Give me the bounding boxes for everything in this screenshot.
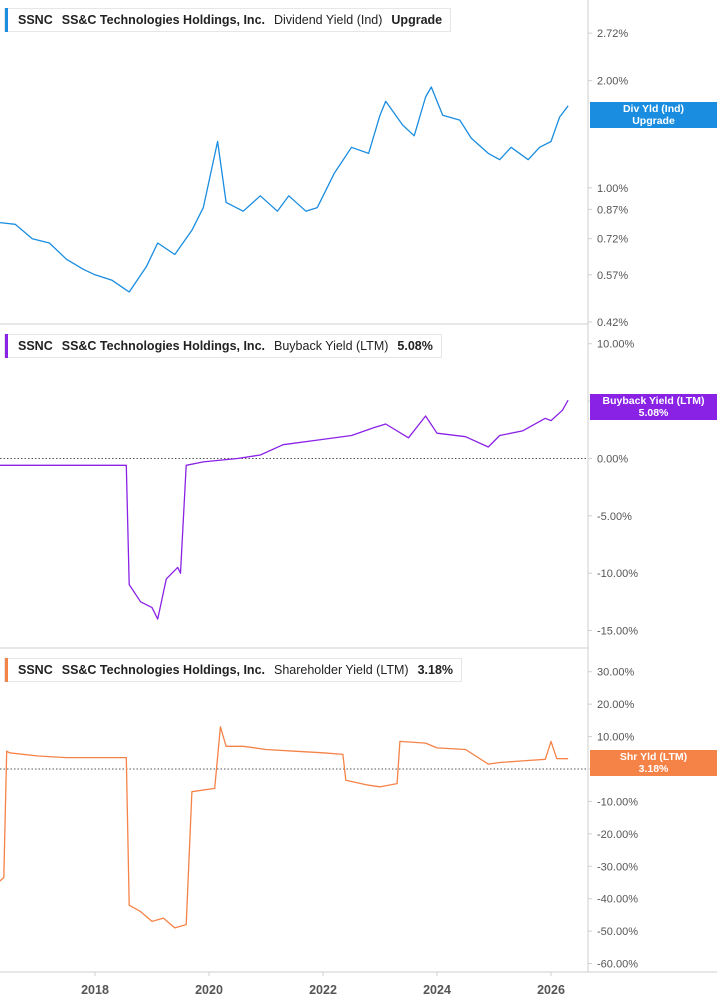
x-tick-label: 2026	[537, 983, 565, 997]
y-tick-label: -10.00%	[597, 568, 638, 580]
tag-label: Div Yld (Ind)	[622, 103, 685, 115]
legend-metric: Buyback Yield (LTM)	[274, 339, 389, 353]
y-tick-label: 0.00%	[597, 453, 628, 465]
y-tick-label: 20.00%	[597, 699, 635, 711]
value-tag-dividend-yield[interactable]: Div Yld (Ind) Upgrade	[590, 102, 717, 128]
y-tick-label: 2.00%	[597, 76, 628, 88]
legend-company: SS&C Technologies Holdings, Inc.	[61, 663, 265, 677]
x-tick-label: 2024	[423, 983, 451, 997]
y-tick-label: -60.00%	[597, 959, 638, 971]
y-tick-label: 0.42%	[597, 317, 628, 329]
y-tick-label: 10.00%	[597, 339, 635, 351]
legend-buyback-yield: SSNC SS&C Technologies Holdings, Inc. Bu…	[4, 334, 442, 358]
y-tick-label: 2.72%	[597, 28, 628, 40]
legend-value: 3.18%	[417, 663, 454, 677]
tag-value: Upgrade	[632, 115, 675, 127]
legend-metric: Shareholder Yield (LTM)	[274, 663, 409, 677]
legend-value[interactable]: Upgrade	[391, 13, 443, 27]
y-tick-label: 0.87%	[597, 204, 628, 216]
legend-color-swatch	[5, 8, 8, 32]
y-tick-label: -20.00%	[597, 829, 638, 841]
legend-metric: Dividend Yield (Ind)	[274, 13, 383, 27]
legend-value: 5.08%	[397, 339, 433, 353]
y-tick-label: -10.00%	[597, 796, 638, 808]
y-tick-label: 0.72%	[597, 234, 628, 246]
y-tick-label: -50.00%	[597, 926, 638, 938]
y-tick-label: 0.57%	[597, 270, 628, 282]
y-tick-label: -40.00%	[597, 894, 638, 906]
x-tick-label: 2020	[195, 983, 223, 997]
y-tick-label: 30.00%	[597, 667, 635, 679]
legend-dividend-yield: SSNC SS&C Technologies Holdings, Inc. Di…	[4, 8, 452, 32]
y-tick-label: 1.00%	[597, 183, 628, 195]
legend-ticker: SSNC	[18, 13, 53, 27]
legend-ticker: SSNC	[18, 663, 53, 677]
series-line	[0, 86, 569, 293]
series-line	[0, 399, 569, 620]
legend-company: SS&C Technologies Holdings, Inc.	[61, 13, 265, 27]
x-tick-label: 2022	[309, 983, 337, 997]
tag-value: 5.08%	[638, 407, 669, 419]
legend-shareholder-yield: SSNC SS&C Technologies Holdings, Inc. Sh…	[4, 658, 463, 682]
y-tick-label: 10.00%	[597, 732, 635, 744]
tag-label: Shr Yld (LTM)	[619, 751, 688, 763]
legend-ticker: SSNC	[18, 339, 53, 353]
value-tag-buyback-yield: Buyback Yield (LTM) 5.08%	[590, 394, 717, 420]
series-line	[0, 726, 569, 929]
legend-color-swatch	[5, 658, 8, 682]
tag-value: 3.18%	[638, 763, 669, 775]
value-tag-shareholder-yield: Shr Yld (LTM) 3.18%	[590, 750, 717, 776]
y-tick-label: -15.00%	[597, 626, 638, 638]
tag-label: Buyback Yield (LTM)	[602, 395, 705, 407]
y-tick-label: -5.00%	[597, 511, 632, 523]
legend-company: SS&C Technologies Holdings, Inc.	[61, 339, 265, 353]
x-tick-label: 2018	[81, 983, 109, 997]
legend-color-swatch	[5, 334, 8, 358]
y-tick-label: -30.00%	[597, 861, 638, 873]
